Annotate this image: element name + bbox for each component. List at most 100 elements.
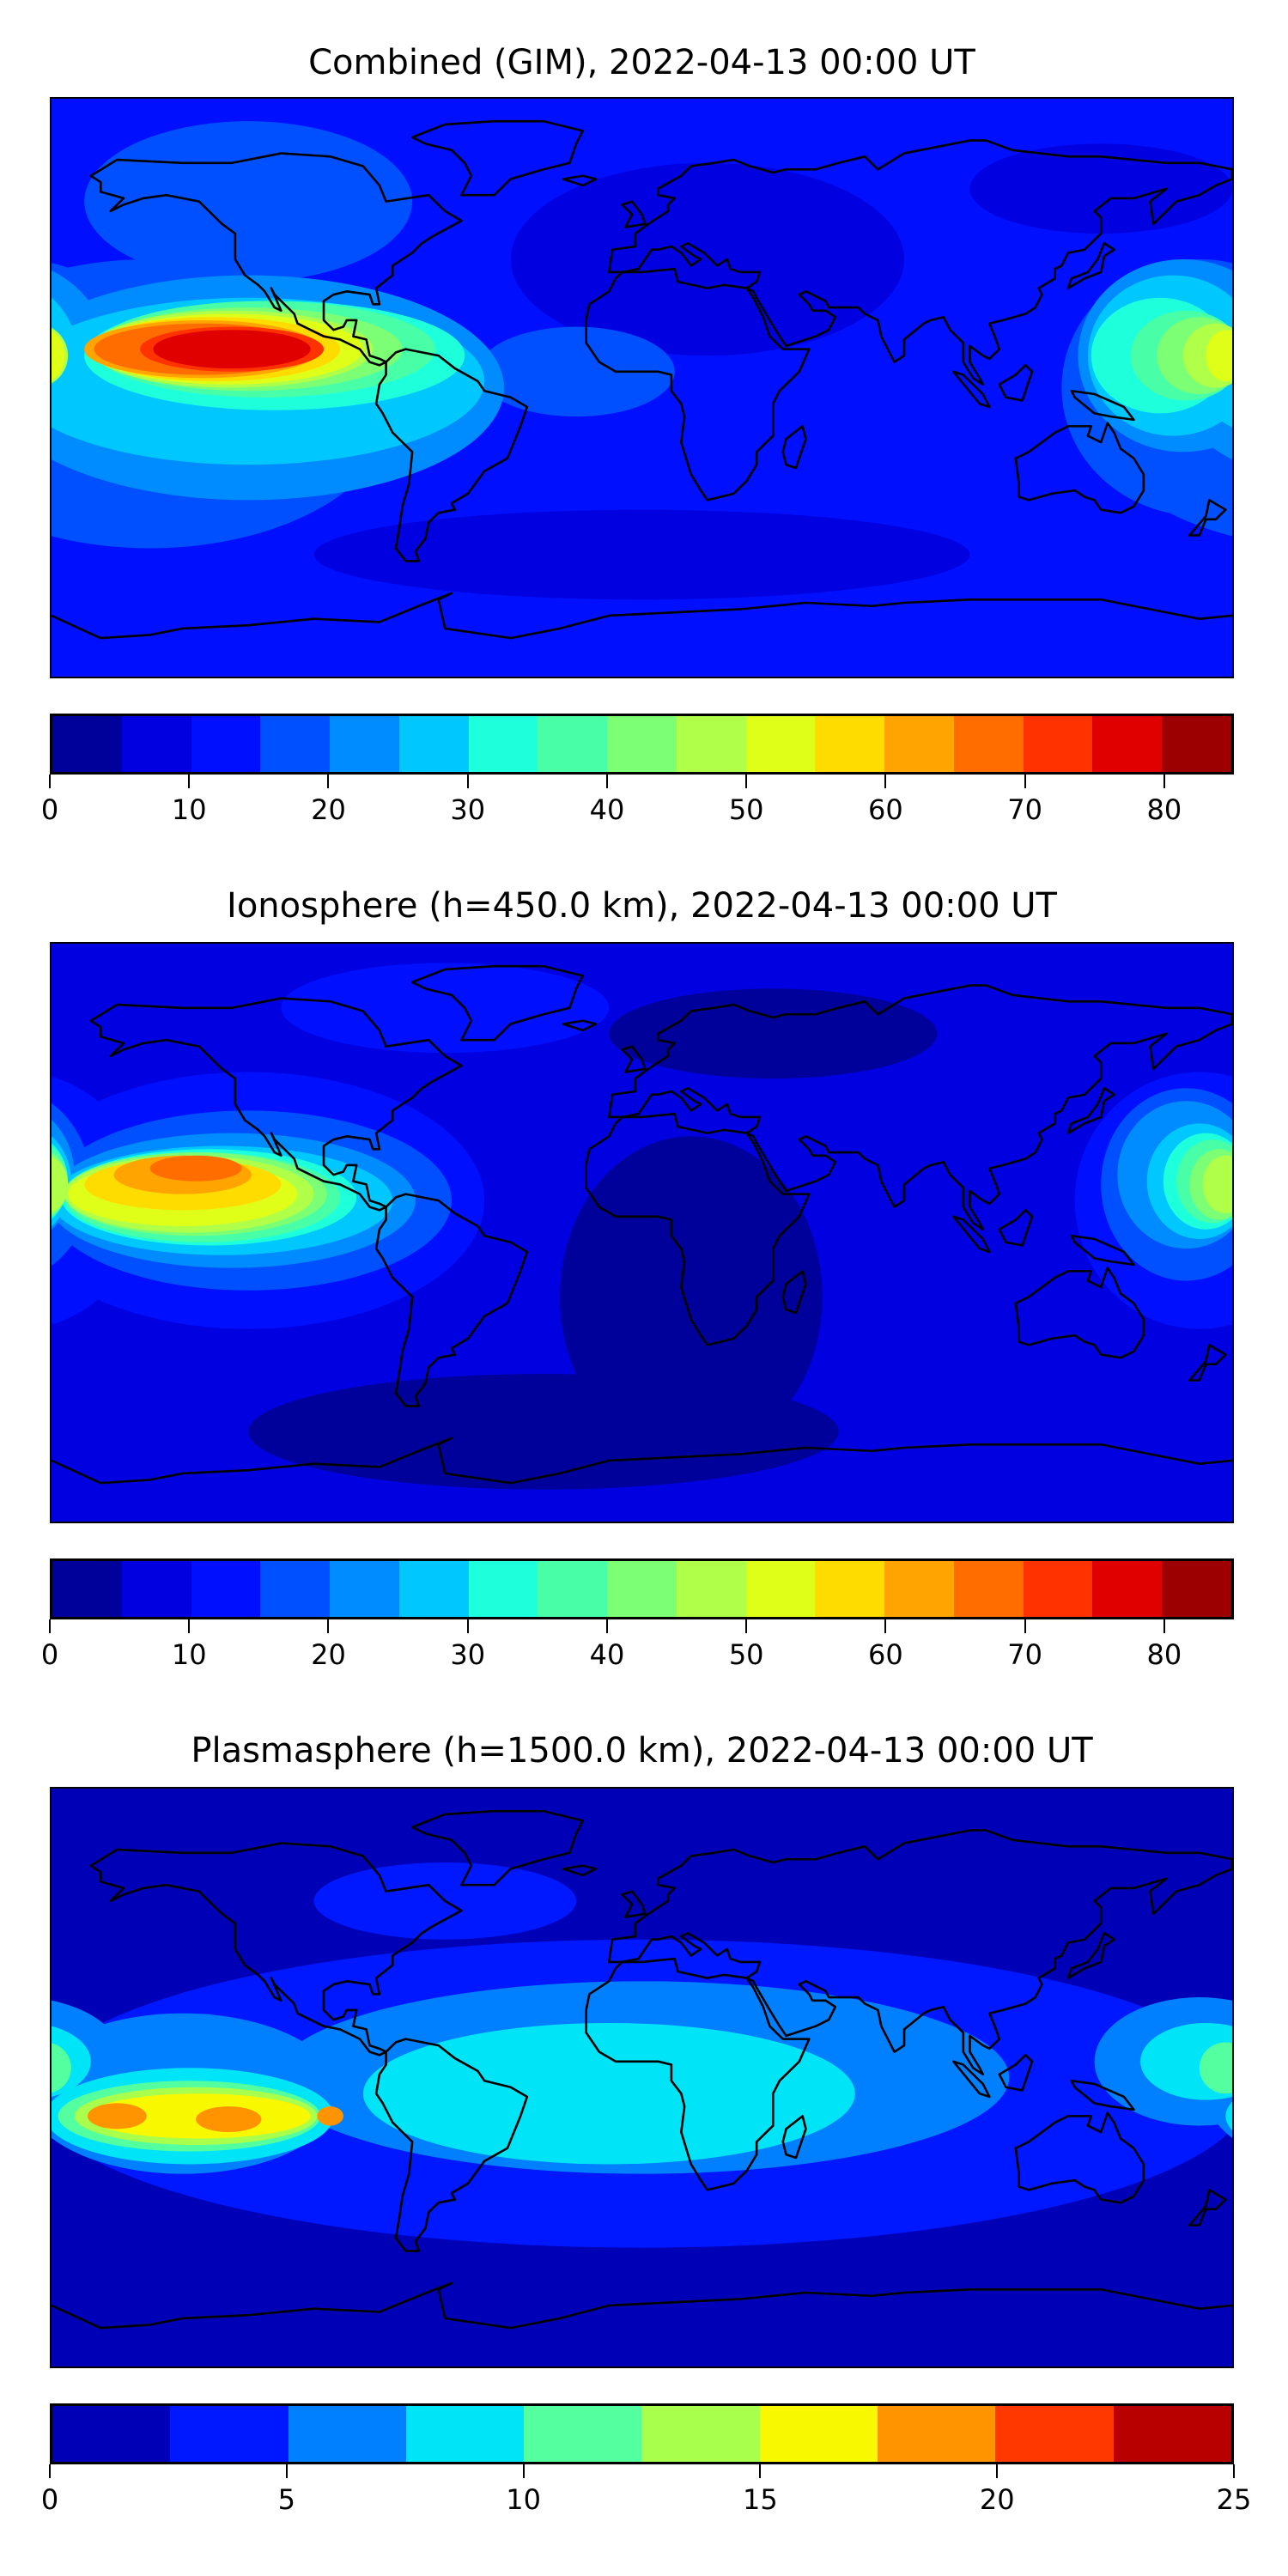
colorbar-tick	[759, 2464, 762, 2478]
contour-region-level-1	[313, 509, 970, 600]
colorbar-swatch	[1092, 1561, 1163, 1617]
contour-region-level-13	[149, 1155, 242, 1182]
colorbar-tick-label: 40	[589, 793, 625, 826]
coastline-greenland	[412, 121, 583, 195]
colorbar-tick-label: 5	[277, 2483, 295, 2516]
colorbar-tick-label: 25	[1216, 2483, 1252, 2516]
colorbar-tick-label: 70	[1007, 793, 1042, 826]
coastline-north-america	[91, 999, 462, 1211]
contour-region-level-0	[248, 1374, 839, 1490]
colorbar-tick-label: 20	[311, 793, 346, 826]
coastline-new-guinea	[1072, 1236, 1134, 1265]
coastline-japan	[1068, 1088, 1114, 1133]
coastline-australia	[1016, 423, 1144, 513]
colorbar-swatch	[468, 1561, 538, 1617]
coastline-south-america	[376, 1194, 527, 1406]
colorbar-swatch	[405, 2406, 525, 2462]
contour-region-level-4	[52, 2043, 71, 2093]
colorbar-tick-label: 15	[743, 2483, 778, 2516]
colorbar-swatch	[607, 716, 677, 772]
colorbar-swatch	[884, 1561, 954, 1617]
coastline-iceland	[563, 1866, 596, 1875]
colorbar-swatch	[1023, 716, 1093, 772]
coastline-madagascar	[783, 426, 806, 468]
coastline-madagascar	[783, 2116, 806, 2158]
colorbar-swatch	[953, 1561, 1024, 1617]
coastline-north-america	[91, 154, 462, 366]
colorbar-tick	[466, 1619, 469, 1633]
colorbar-swatch	[607, 1561, 677, 1617]
colorbar-swatch	[1092, 716, 1163, 772]
coastline-antarctica	[52, 593, 1232, 638]
colorbar-swatch	[995, 2406, 1114, 2462]
coastline-sumatra	[953, 372, 989, 407]
colorbar-tick-label: 0	[40, 2483, 59, 2516]
contour-plot	[52, 1789, 1232, 2366]
colorbar-swatch	[641, 2406, 760, 2462]
contour-region-level-2	[281, 963, 610, 1054]
coastline-new-zealand	[1189, 1345, 1225, 1380]
colorbar-swatch	[745, 716, 816, 772]
colorbar-swatch	[676, 1561, 746, 1617]
colorbar-tick	[188, 775, 191, 788]
colorbar-tick-label: 10	[171, 793, 207, 826]
colorbar-swatch	[121, 716, 191, 772]
colorbar-swatch	[884, 716, 954, 772]
map-combined	[50, 97, 1234, 678]
colorbar-swatch	[121, 1561, 191, 1617]
map-ionosphere	[50, 942, 1234, 1523]
colorbar-tick-label: 0	[40, 793, 59, 826]
colorbar-tick	[996, 2464, 999, 2478]
coastline-new-guinea	[1072, 2081, 1134, 2110]
colorbar-swatch	[170, 2406, 289, 2462]
colorbar-tick-label: 60	[868, 1638, 903, 1671]
contour-region-level-4	[1199, 2042, 1232, 2094]
coastline-eurasia	[609, 1831, 1232, 2075]
colorbar-tick	[1163, 775, 1165, 788]
coastline-iceland	[563, 1021, 596, 1030]
colorbar-swatch	[1113, 2406, 1231, 2462]
colorbar-tick	[605, 1619, 608, 1633]
coastline-south-america	[376, 349, 527, 562]
contour-region-level-7	[317, 2106, 343, 2126]
coastline-new-zealand	[1189, 500, 1225, 535]
colorbar-swatch	[191, 1561, 261, 1617]
colorbar-swatch	[815, 716, 885, 772]
colorbar-tick-label: 20	[979, 2483, 1015, 2516]
coastline-japan	[1068, 1933, 1114, 1978]
colorbar-tick	[1024, 1619, 1026, 1633]
colorbar-swatch	[52, 716, 122, 772]
colorbar-tick	[327, 1619, 330, 1633]
colorbar-tick	[466, 775, 469, 788]
colorbar-tick	[745, 1619, 748, 1633]
colorbar-tick-label: 10	[171, 1638, 207, 1671]
coastline-africa	[586, 269, 810, 500]
colorbar-tick	[1163, 1619, 1165, 1633]
colorbar-tick	[1024, 775, 1026, 788]
coastline-australia	[1016, 1268, 1144, 1358]
map-plasmasphere	[50, 1787, 1234, 2368]
coastline-madagascar	[783, 1271, 806, 1313]
colorbar-swatch	[538, 716, 608, 772]
colorbar-swatch	[815, 1561, 885, 1617]
coastline-north-america	[91, 1844, 462, 2056]
colorbar-swatch	[953, 716, 1024, 772]
contour-region-level-10	[1206, 330, 1232, 382]
colorbar-swatch	[260, 716, 331, 772]
colorbar-plasmasphere	[50, 2403, 1234, 2464]
coastline-africa	[586, 1114, 810, 1345]
colorbar-tick	[49, 775, 51, 788]
coastline-iceland	[563, 176, 596, 185]
coastline-borneo	[999, 1210, 1032, 1245]
contour-plot	[52, 99, 1232, 677]
coastline-greenland	[412, 966, 583, 1040]
colorbar-swatch	[288, 2406, 406, 2462]
coastline-africa	[586, 1959, 810, 2190]
panel-title-ionosphere: Ionosphere (h=450.0 km), 2022-04-13 00:0…	[227, 886, 1057, 926]
colorbar-swatch	[191, 716, 261, 772]
colorbar-swatch	[330, 1561, 399, 1617]
colorbar-tick	[188, 1619, 191, 1633]
colorbar-tick-label: 70	[1007, 1638, 1042, 1671]
colorbar-swatch	[1162, 716, 1232, 772]
colorbar-swatch	[52, 2406, 171, 2462]
